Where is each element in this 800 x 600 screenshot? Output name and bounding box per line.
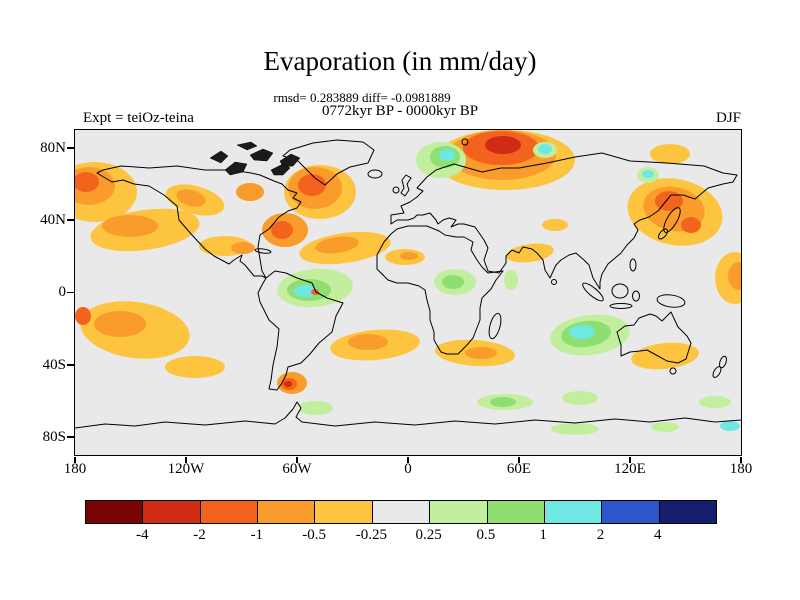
- java-coast: [609, 302, 632, 309]
- colorbar-segment-1: [143, 501, 201, 523]
- lon-tick-label-120w: 120W: [167, 461, 205, 477]
- lat-tick-mark: [67, 436, 74, 438]
- lon-tick-label-180w: 180: [63, 461, 87, 477]
- antarctica-coast: [74, 401, 741, 428]
- anomaly-patches: [74, 129, 741, 415]
- lon-tick-label-180e: 180: [729, 461, 753, 477]
- lon-tick-mark: [740, 456, 742, 463]
- season-label: DJF: [715, 110, 741, 126]
- world-map: [73, 128, 742, 456]
- lon-tick-mark: [407, 456, 409, 463]
- colorbar-segment-9: [602, 501, 660, 523]
- colorbar-boundary-label--2: -2: [193, 527, 206, 543]
- tasmania-coast: [669, 367, 676, 374]
- colorbar-segment-3: [258, 501, 316, 523]
- greenland-coast: [282, 139, 374, 185]
- sulawesi-coast: [631, 290, 640, 301]
- difference-subtitle: 0772kyr BP - 0000kyr BP: [321, 103, 479, 119]
- plot-title: Evaporation (in mm/day): [263, 46, 537, 76]
- colorbar-boundary-label-0.5: 0.5: [476, 527, 496, 543]
- lat-tick-mark: [67, 147, 74, 149]
- lon-tick-label-60w: 60W: [282, 461, 312, 477]
- lon-tick-mark: [296, 456, 298, 463]
- lat-tick-mark: [67, 364, 74, 366]
- new-zealand-south-coast: [712, 365, 721, 378]
- borneo-coast: [611, 283, 628, 298]
- sri-lanka-coast: [550, 278, 557, 285]
- madagascar-coast: [488, 312, 501, 339]
- lon-tick-label-60e: 60E: [506, 461, 532, 477]
- eurasia-coast: [390, 152, 737, 289]
- colorbar-segment-6: [430, 501, 488, 523]
- lat-tick-label-40s: 40S: [42, 357, 66, 373]
- world-map-svg: [74, 129, 741, 455]
- colorbar-boundary-label--0.25: -0.25: [355, 527, 387, 543]
- colorbar-boundary-label--0.5: -0.5: [302, 527, 326, 543]
- lon-tick-label-120e: 120E: [614, 461, 646, 477]
- lat-tick-label-80n: 80N: [40, 140, 66, 156]
- colorbar-segment-8: [544, 501, 603, 523]
- colorbar: [85, 500, 717, 524]
- lat-tick-mark: [67, 291, 74, 294]
- south-america-coast: [257, 270, 343, 390]
- colorbar-boundary-label-4: 4: [653, 527, 662, 543]
- australia-coast: [616, 311, 691, 363]
- colorbar-segment-2: [200, 501, 259, 523]
- colorbar-segment-7: [487, 501, 545, 523]
- lon-tick-mark: [518, 456, 520, 463]
- colorbar-boundary-label-0.25: 0.25: [415, 527, 442, 543]
- coastlines: [74, 138, 741, 428]
- colorbar-boundary-label-1: 1: [539, 527, 547, 543]
- africa-coast: [376, 225, 503, 354]
- colorbar-segment-5: [372, 501, 431, 523]
- antarctica-landmass: [74, 401, 741, 455]
- britain-coast: [400, 174, 411, 196]
- japan-south-coast: [657, 228, 668, 239]
- ireland-coast: [392, 186, 399, 193]
- iceland-coast: [367, 169, 382, 178]
- colorbar-boundary-label--4: -4: [136, 527, 149, 543]
- north-america-coast: [96, 165, 301, 278]
- colorbar-boundary-label-2: 2: [596, 527, 605, 543]
- japan-coast: [662, 206, 681, 233]
- arctic-archipelago: [208, 141, 300, 175]
- colorbar-segment-4: [315, 501, 373, 523]
- antarctica: [74, 401, 741, 455]
- lat-tick-mark: [67, 219, 74, 221]
- colorbar-segment-0: [86, 501, 144, 523]
- lon-tick-mark: [629, 456, 631, 463]
- lat-tick-label-80s: 80S: [42, 429, 66, 445]
- cuba-coast: [254, 247, 271, 254]
- colorbar-boundary-label--1: -1: [250, 527, 264, 543]
- colorbar-segment-10: [659, 501, 716, 523]
- new-guinea-coast: [656, 293, 685, 308]
- rmsd-diff-stats: rmsd= 0.283889 diff= -0.0981889: [273, 90, 451, 105]
- lon-tick-mark: [74, 456, 76, 463]
- lon-tick-mark: [185, 456, 187, 463]
- colorbar-labels: -4 -2 -1 -0.5 -0.25 0.25 0.5 1 2 4: [0, 527, 800, 547]
- lat-tick-label-0: 0: [58, 284, 67, 300]
- svalbard-coast: [461, 138, 468, 145]
- sumatra-coast: [581, 282, 604, 301]
- experiment-label: Expt = teiOz-teina: [83, 110, 194, 126]
- lon-tick-label-0: 0: [404, 461, 412, 477]
- philippines-coast: [629, 258, 636, 271]
- map-background: [74, 129, 741, 455]
- lat-tick-label-40n: 40N: [40, 212, 66, 228]
